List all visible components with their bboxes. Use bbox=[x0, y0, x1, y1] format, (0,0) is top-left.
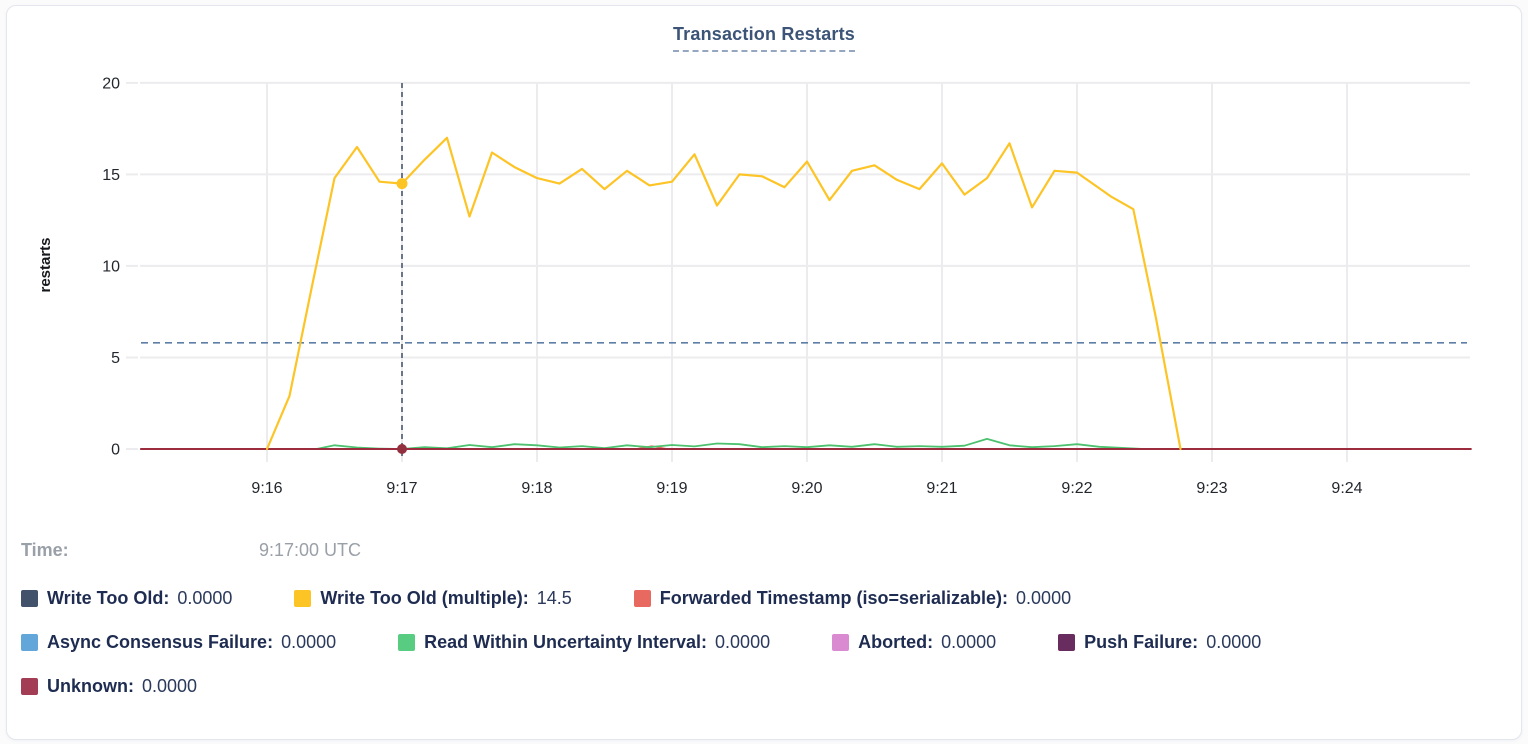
legend-item: Async Consensus Failure: 0.0000 bbox=[21, 632, 336, 653]
legend-series-value: 0.0000 bbox=[281, 632, 337, 652]
legend-item: Write Too Old (multiple): 14.5 bbox=[294, 588, 572, 609]
legend-series-label: Forwarded Timestamp (iso=serializable): bbox=[659, 588, 1009, 608]
legend-series-label: Unknown: bbox=[47, 676, 134, 696]
legend-swatch bbox=[832, 634, 850, 651]
legend-series-label: Write Too Old: bbox=[47, 588, 170, 608]
y-tick-label: 0 bbox=[111, 442, 120, 459]
legend-series-value: 0.0000 bbox=[1016, 588, 1072, 608]
legend-swatch bbox=[1058, 634, 1076, 651]
x-tick-label: 9:17 bbox=[386, 480, 417, 497]
legend-series-value: 0.0000 bbox=[715, 632, 771, 652]
time-value: 9:17:00 UTC bbox=[259, 540, 362, 560]
x-tick-label: 9:22 bbox=[1061, 480, 1092, 497]
x-tick-label: 9:20 bbox=[791, 480, 822, 497]
y-tick-label: 15 bbox=[102, 167, 120, 184]
y-tick-label: 5 bbox=[111, 350, 120, 367]
x-tick-label: 9:23 bbox=[1196, 480, 1227, 497]
x-tick-label: 9:24 bbox=[1331, 480, 1362, 497]
legend-swatch bbox=[21, 678, 38, 695]
legend-item: Write Too Old: 0.0000 bbox=[21, 588, 232, 609]
legend-item: Forwarded Timestamp (iso=serializable): 0… bbox=[633, 588, 1072, 609]
legend-swatch bbox=[633, 590, 651, 607]
chart-header: Transaction Restarts bbox=[0, 24, 1528, 52]
legend-series-label: Async Consensus Failure: bbox=[47, 632, 274, 652]
legend-series-value: 0.0000 bbox=[142, 676, 198, 696]
legend-swatch bbox=[21, 634, 38, 651]
time-label: Time: bbox=[21, 540, 69, 560]
legend-swatch bbox=[294, 590, 312, 607]
legend-swatch bbox=[398, 634, 416, 651]
legend-item: Unknown: 0.0000 bbox=[21, 676, 197, 697]
x-tick-label: 9:18 bbox=[521, 480, 552, 497]
legend-series-value: 14.5 bbox=[536, 588, 572, 608]
series-line-7 bbox=[265, 136, 1182, 451]
y-axis-title: restarts bbox=[37, 237, 54, 292]
x-tick-label: 9:21 bbox=[926, 480, 957, 497]
legend-series-label: Read Within Uncertainty Interval: bbox=[424, 632, 708, 652]
highlight-dot bbox=[396, 178, 408, 190]
legend-row: Unknown: 0.0000 bbox=[21, 676, 197, 697]
legend-row: Async Consensus Failure: 0.0000 Read Withi… bbox=[21, 632, 1261, 653]
y-tick-label: 10 bbox=[102, 258, 120, 275]
legend-row: Write Too Old: 0.0000 Write Too Old (multi… bbox=[21, 588, 1071, 609]
page-title[interactable]: Transaction Restarts bbox=[672, 24, 856, 52]
legend-item: Push Failure: 0.0000 bbox=[1058, 632, 1261, 653]
chart-card bbox=[6, 5, 1522, 740]
x-tick-label: 9:16 bbox=[251, 480, 282, 497]
y-tick-label: 20 bbox=[102, 75, 120, 92]
highlight-dot bbox=[397, 444, 407, 454]
legend-series-value: 0.0000 bbox=[1206, 632, 1262, 652]
x-tick-label: 9:19 bbox=[656, 480, 687, 497]
legend-series-label: Write Too Old (multiple): bbox=[320, 588, 529, 608]
legend-series-value: 0.0000 bbox=[941, 632, 997, 652]
legend-series-label: Aborted: bbox=[858, 632, 934, 652]
series-line-5 bbox=[315, 437, 1162, 450]
transaction-restarts-chart[interactable]: 0 5 10 15 20 9:16 9:17 9:18 9:19 9:20 9:21 9:22 9:23… bbox=[0, 60, 1528, 510]
legend-swatch bbox=[21, 590, 38, 607]
legend-series-value: 0.0000 bbox=[177, 588, 233, 608]
legend-item: Aborted: 0.0000 bbox=[832, 632, 996, 653]
legend-series-label: Push Failure: bbox=[1084, 632, 1199, 652]
legend-item: Read Within Uncertainty Interval: 0.0000 bbox=[398, 632, 770, 653]
time-row: Time: 9:17:00 UTC bbox=[21, 540, 361, 561]
